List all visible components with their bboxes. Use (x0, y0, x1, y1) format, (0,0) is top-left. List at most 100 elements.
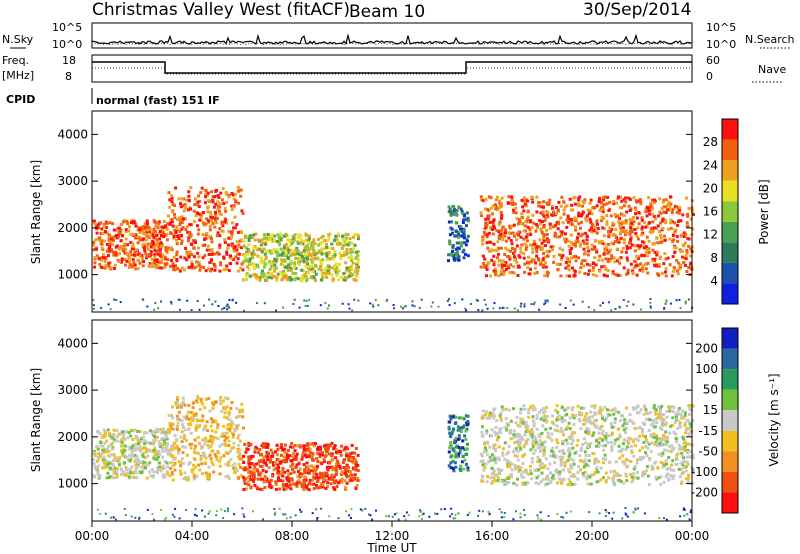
power-echo-point (322, 274, 326, 278)
power-echo-point (343, 276, 347, 279)
power-echo-point (617, 238, 621, 242)
velocity-echo-point (507, 450, 511, 454)
velocity-echo-point (642, 440, 646, 444)
velocity-echo-point (343, 458, 347, 462)
velocity-echo-point (257, 471, 261, 475)
velocity-echo-point (151, 475, 155, 479)
velocity-echo-point (242, 454, 246, 458)
power-echo-point (262, 247, 266, 251)
power-echo-point (312, 249, 316, 252)
power-echo-point (278, 253, 282, 257)
power-echo-point (507, 195, 511, 199)
power-echo-point (618, 206, 622, 210)
velocity-echo-point (211, 463, 215, 467)
velocity-echo-point (519, 435, 523, 439)
power-echo-point (614, 228, 618, 231)
power-echo-point (197, 260, 201, 264)
velocity-echo-point (162, 439, 166, 443)
velocity-echo-point (175, 427, 179, 431)
power-noise-point (225, 305, 228, 308)
power-echo-point (492, 218, 496, 222)
power-echo-point (551, 205, 554, 209)
velocity-echo-point (652, 432, 656, 436)
velocity-echo-point (203, 439, 207, 443)
velocity-echo-point (609, 470, 613, 474)
velocity-echo-point (505, 452, 509, 456)
power-noise-point (519, 305, 522, 308)
power-echo-point (530, 257, 534, 261)
power-echo-point (178, 269, 182, 273)
power-echo-point (539, 211, 543, 215)
power-noise-point (372, 305, 375, 308)
velocity-echo-point (201, 414, 205, 418)
power-echo-point (318, 258, 322, 262)
power-echo-point (97, 257, 101, 261)
velocity-echo-point (212, 470, 216, 474)
velocity-echo-point (152, 441, 156, 445)
power-echo-point (209, 214, 213, 218)
power-echo-point (553, 231, 557, 235)
velocity-echo-point (137, 442, 141, 445)
velocity-echo-point (134, 471, 138, 475)
velocity-echo-point (249, 470, 253, 474)
velocity-echo-point (161, 455, 165, 459)
power-echo-point (620, 199, 624, 203)
power-echo-point (524, 248, 528, 252)
velocity-echo-point (618, 435, 622, 439)
velocity-echo-point (492, 469, 496, 473)
velocity-echo-point (458, 448, 462, 452)
power-echo-point (108, 266, 112, 270)
power-echo-point (357, 234, 360, 238)
power-echo-point (582, 241, 586, 245)
power-echo-point (454, 253, 458, 257)
velocity-echo-point (176, 396, 180, 399)
velocity-echo-point (193, 465, 197, 469)
velocity-echo-point (238, 453, 242, 457)
velocity-echo-point (283, 447, 287, 451)
power-echo-point (664, 270, 667, 274)
power-echo-point (580, 213, 584, 216)
power-noise-point (119, 301, 122, 304)
power-echo-point (275, 257, 279, 261)
velocity-echo-point (679, 461, 683, 465)
velocity-echo-point (265, 458, 269, 462)
velocity-echo-point (106, 471, 110, 475)
power-echo-point (206, 199, 210, 203)
velocity-echo-point (161, 450, 165, 454)
power-echo-point (118, 252, 122, 256)
power-echo-point (515, 216, 519, 220)
velocity-echo-point (209, 436, 213, 440)
power-echo-point (132, 219, 136, 223)
power-echo-point (299, 238, 303, 242)
power-echo-point (171, 264, 175, 268)
power-echo-point (598, 197, 602, 201)
power-echo-point (583, 272, 587, 275)
velocity-echo-point (656, 416, 660, 419)
power-noise-point (649, 301, 652, 304)
velocity-echo-point (204, 471, 208, 475)
power-echo-point (663, 252, 667, 256)
velocity-echo-point (594, 439, 598, 443)
power-echo-point (333, 249, 337, 253)
power-echo-point (303, 239, 307, 243)
power-echo-point (546, 254, 549, 258)
power-echo-point (529, 260, 533, 264)
power-echo-point (534, 223, 538, 226)
velocity-echo-point (117, 459, 121, 463)
power-echo-point (614, 273, 618, 277)
power-echo-point (627, 204, 631, 208)
velocity-echo-point (459, 469, 463, 473)
velocity-echo-point (236, 450, 240, 454)
velocity-echo-point (480, 414, 484, 418)
velocity-echo-point (183, 435, 187, 439)
power-echo-point (218, 212, 222, 216)
power-echo-point (272, 269, 276, 273)
power-echo-point (175, 228, 179, 232)
power-echo-point (629, 262, 633, 266)
velocity-echo-point (255, 446, 259, 450)
velocity-echo-point (97, 474, 101, 478)
velocity-echo-point (613, 483, 617, 487)
power-echo-point (152, 246, 156, 250)
nsky-label: N.Sky (2, 33, 34, 46)
power-echo-point (270, 276, 274, 280)
